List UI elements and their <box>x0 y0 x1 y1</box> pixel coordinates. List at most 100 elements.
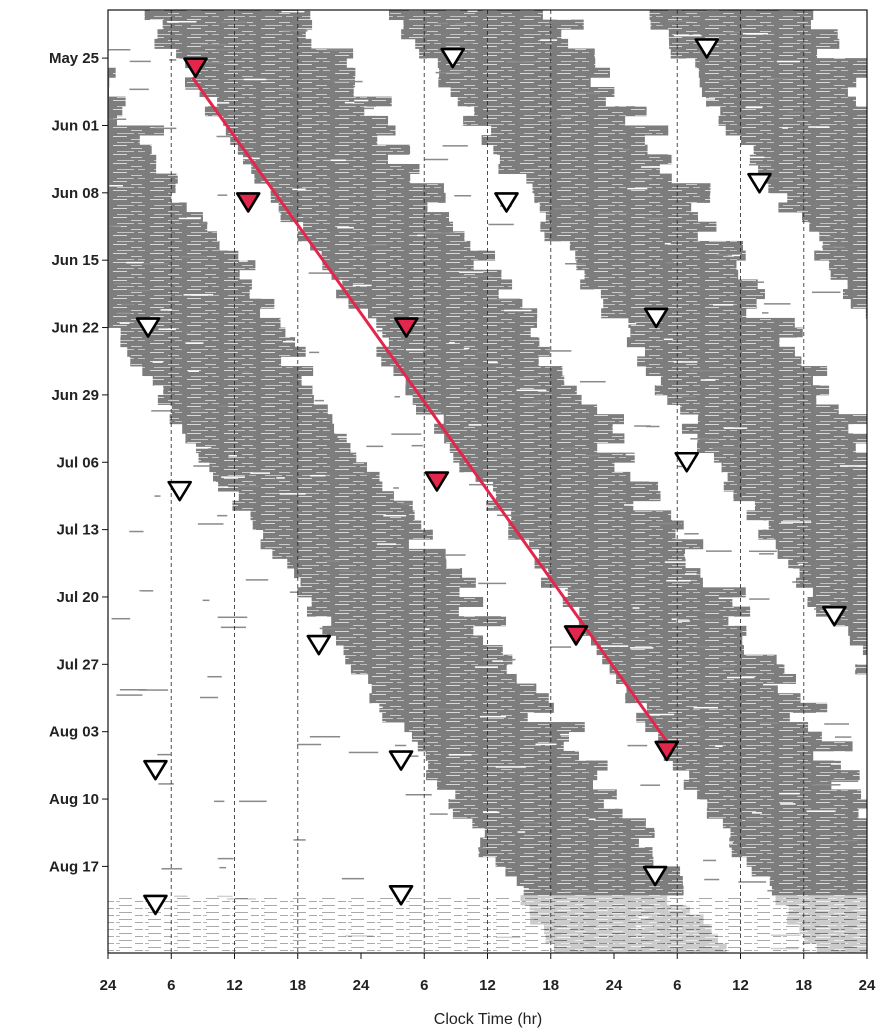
activity-noise <box>126 261 144 264</box>
activity-noise <box>639 636 655 639</box>
onset-marker-open <box>388 884 414 906</box>
onset-marker-filled <box>563 625 589 646</box>
activity-bout <box>108 192 172 203</box>
activity-noise <box>834 736 852 738</box>
activity-noise <box>394 396 400 398</box>
activity-noise <box>547 350 572 352</box>
activity-noise <box>111 617 131 620</box>
activity-noise <box>148 842 167 844</box>
activity-bout <box>731 847 867 858</box>
activity-bout <box>660 375 813 386</box>
activity-noise <box>654 828 667 830</box>
activity-noise <box>116 312 131 314</box>
activity-noise <box>781 521 812 523</box>
activity-noise <box>563 379 582 382</box>
activity-noise <box>537 332 565 335</box>
activity-bout <box>670 48 818 59</box>
activity-noise <box>540 39 558 41</box>
activity-noise <box>158 783 174 785</box>
activity-bout <box>403 19 584 30</box>
activity-noise <box>454 195 472 197</box>
activity-noise <box>749 164 772 166</box>
activity-noise <box>185 332 193 334</box>
activity-noise <box>527 404 539 407</box>
activity-bout <box>108 231 217 242</box>
activity-bout <box>444 433 625 444</box>
activity-bout <box>252 519 422 531</box>
activity-noise <box>300 322 328 324</box>
y-tick-label: Jul 06 <box>56 454 99 471</box>
activity-noise <box>463 347 470 350</box>
activity-noise <box>600 645 629 647</box>
activity-noise <box>199 222 208 225</box>
activity-noise <box>129 698 160 701</box>
activity-bout <box>601 308 747 319</box>
activity-bout <box>680 404 839 415</box>
activity-bout <box>376 346 550 357</box>
activity-bout <box>809 221 867 232</box>
activity-noise <box>703 859 717 862</box>
activity-noise <box>360 472 370 475</box>
activity-bout <box>575 250 746 261</box>
activity-noise <box>176 173 195 176</box>
activity-noise <box>160 309 172 311</box>
activity-noise <box>138 689 169 691</box>
activity-bout <box>108 240 220 251</box>
y-tick-label: Jun 08 <box>51 185 99 202</box>
activity-noise <box>177 164 187 166</box>
activity-noise <box>761 312 769 314</box>
activity-noise <box>483 811 500 814</box>
activity-noise <box>108 48 131 51</box>
activity-noise <box>215 48 234 51</box>
activity-noise <box>444 42 473 44</box>
activity-noise <box>376 543 397 545</box>
activity-noise <box>282 30 308 32</box>
activity-noise <box>202 599 210 602</box>
activity-noise <box>354 99 369 102</box>
activity-noise <box>417 234 426 237</box>
activity-noise <box>277 839 295 841</box>
activity-noise <box>459 271 484 273</box>
activity-noise <box>814 608 824 610</box>
activity-bout <box>108 260 256 271</box>
activity-noise <box>629 126 636 129</box>
activity-bout <box>493 481 659 492</box>
activity-bout <box>238 491 394 502</box>
activity-noise <box>367 111 383 114</box>
activity-noise <box>441 880 455 882</box>
activity-bout <box>822 240 867 251</box>
activity-noise <box>590 390 612 393</box>
activity-noise <box>696 859 704 862</box>
activity-bout <box>428 760 608 771</box>
activity-bout <box>495 856 654 867</box>
activity-noise <box>282 340 309 343</box>
activity-noise <box>588 818 596 821</box>
activity-noise <box>238 485 260 487</box>
activity-noise <box>715 745 723 747</box>
activity-bout <box>646 702 828 713</box>
activity-noise <box>456 491 468 493</box>
activity-noise <box>664 561 696 563</box>
x-tick-label: 6 <box>673 977 681 994</box>
activity-bout <box>108 115 117 126</box>
activity-bout <box>511 510 672 521</box>
activity-bout <box>727 471 867 482</box>
activity-bout <box>450 86 615 98</box>
activity-bout <box>508 519 684 531</box>
activity-noise <box>448 754 472 756</box>
activity-noise <box>221 476 245 478</box>
activity-bout <box>799 568 867 579</box>
activity-noise <box>720 506 731 508</box>
activity-noise <box>109 511 119 513</box>
activity-bout <box>778 202 867 213</box>
activity-noise <box>309 735 341 738</box>
activity-bout <box>297 587 460 598</box>
y-tick-label: Jun 29 <box>51 387 99 404</box>
y-tick-label: May 25 <box>49 50 99 67</box>
activity-bout <box>579 606 751 617</box>
activity-bout <box>814 250 867 261</box>
activity-noise <box>396 72 422 74</box>
activity-bout <box>746 510 867 521</box>
activity-bout <box>331 269 502 280</box>
activity-noise <box>129 60 151 63</box>
